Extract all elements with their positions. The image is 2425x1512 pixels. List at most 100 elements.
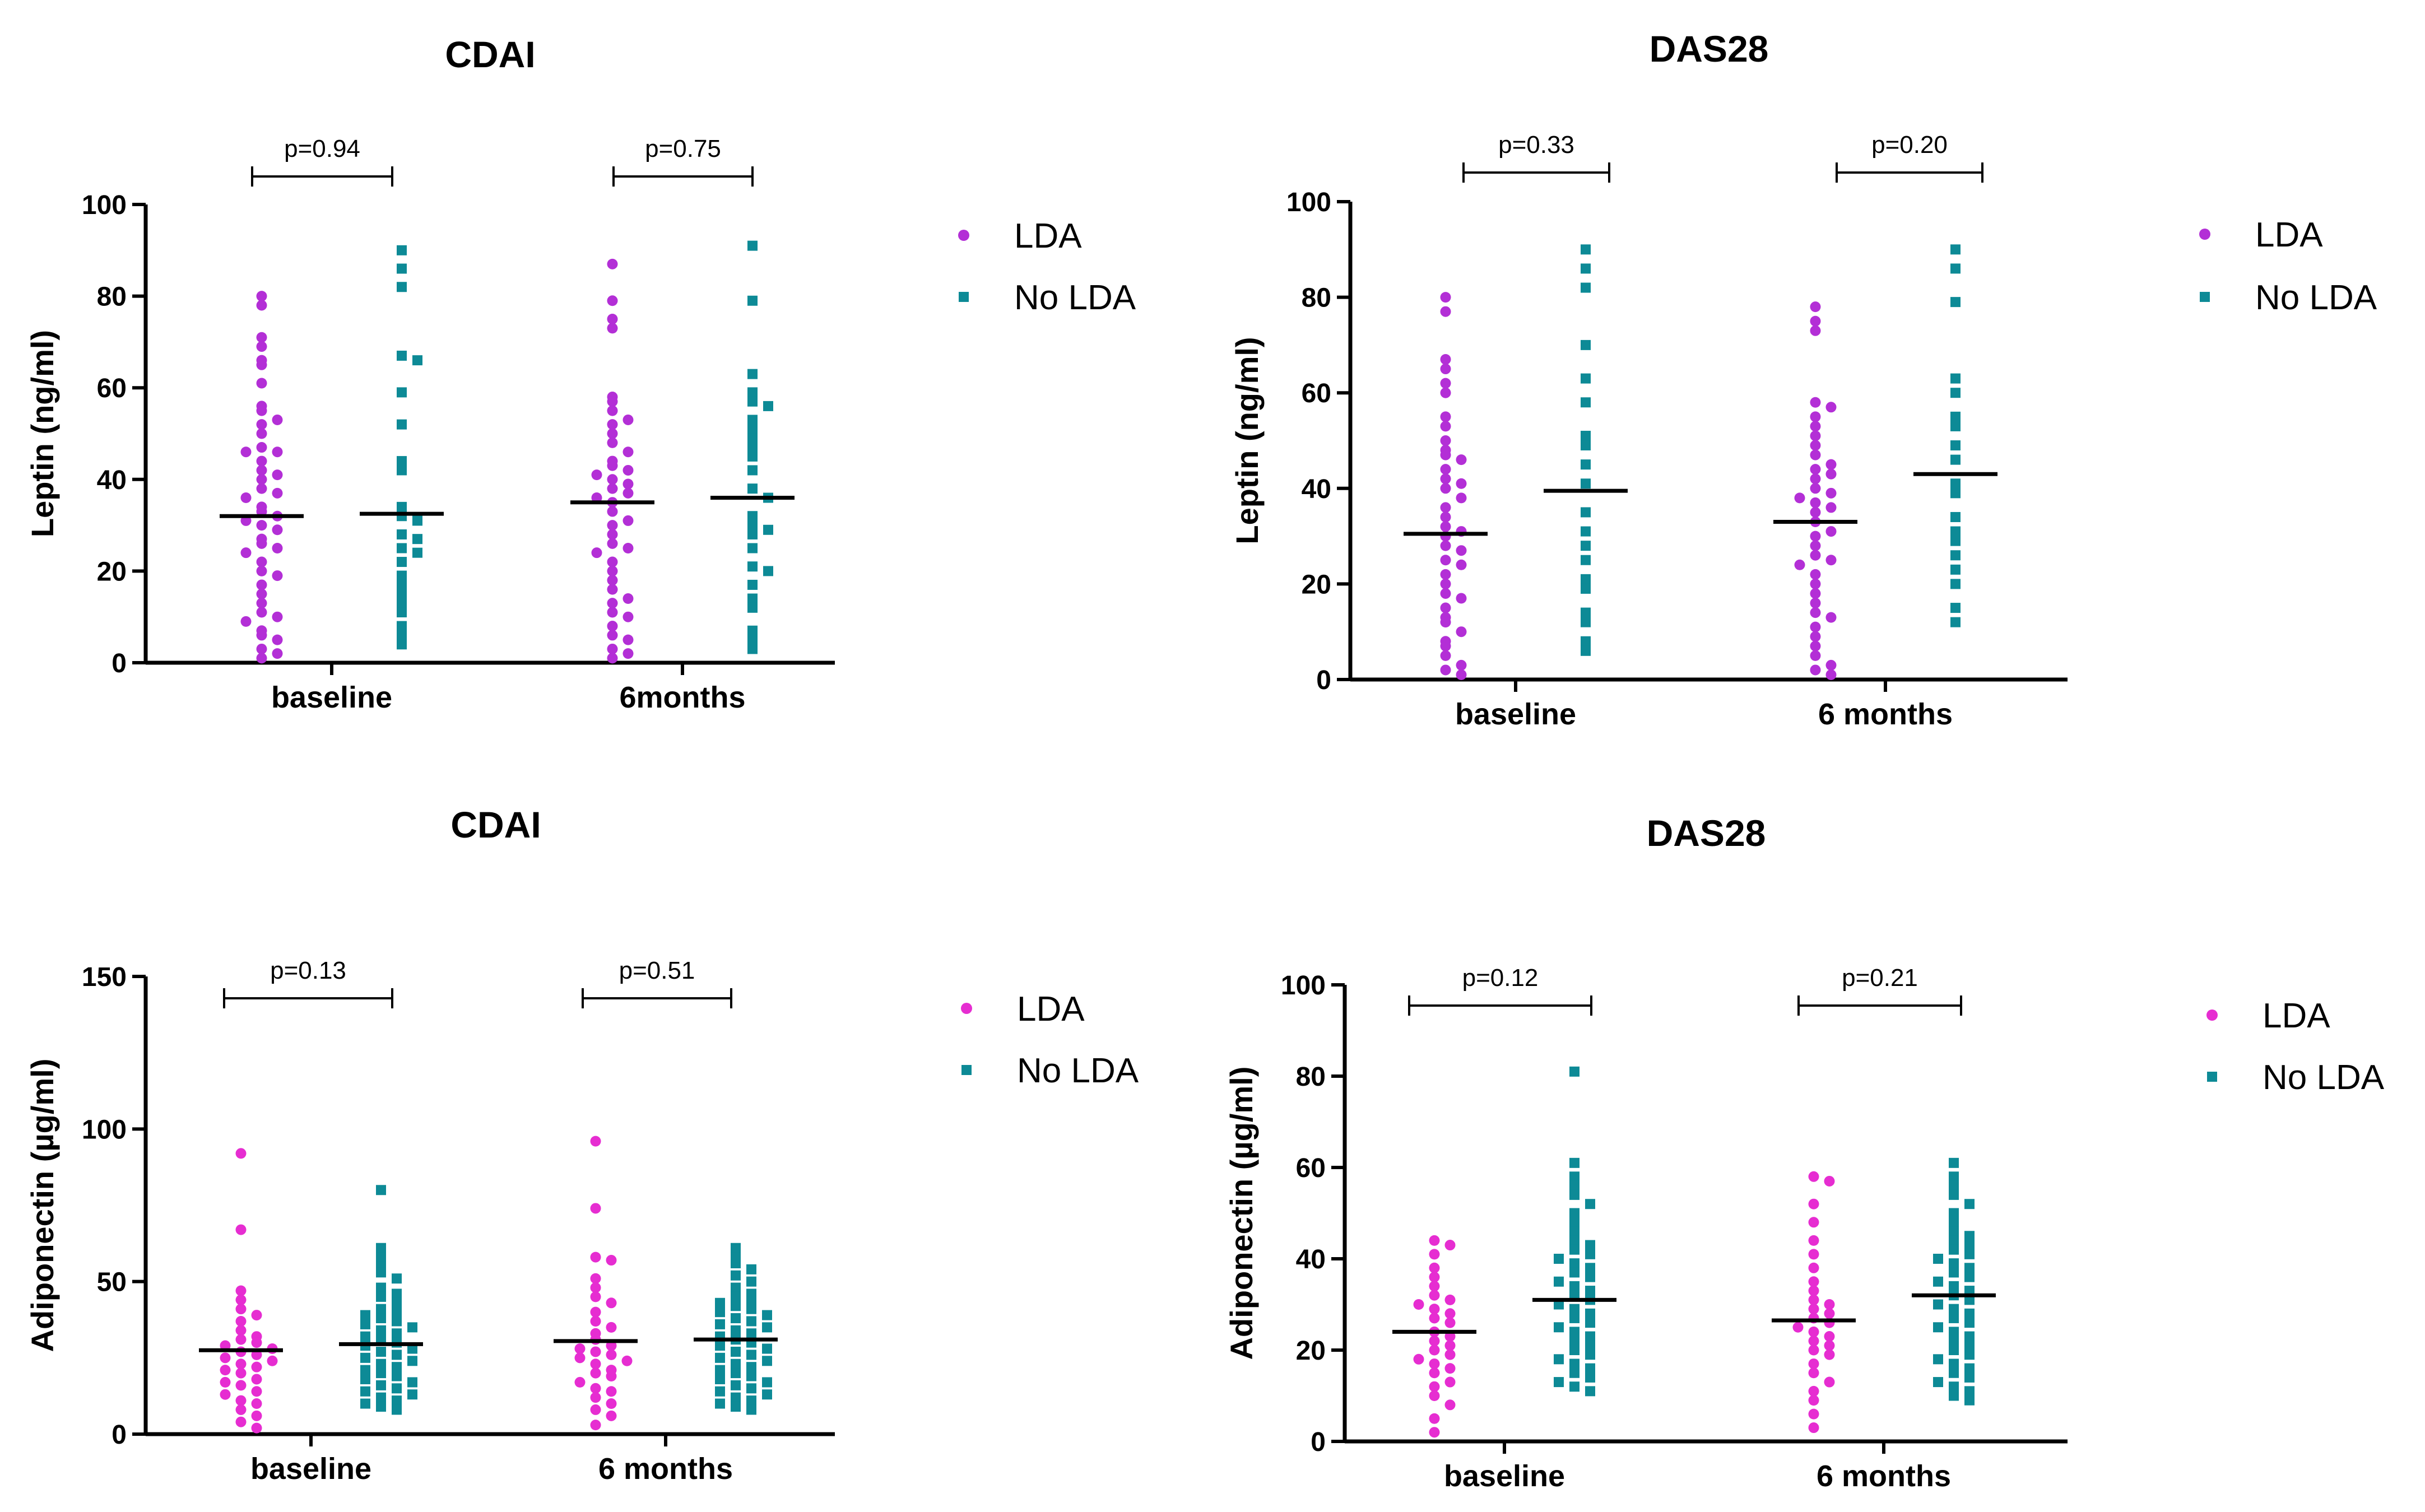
data-point-lda xyxy=(272,414,283,425)
data-point-no-lda xyxy=(747,442,758,453)
data-point-no-lda xyxy=(1581,526,1591,537)
data-point-lda xyxy=(574,1352,586,1364)
data-point-no-lda xyxy=(1554,1299,1564,1310)
data-point-no-lda xyxy=(407,1322,417,1333)
data-point-no-lda xyxy=(731,1401,741,1412)
data-point-no-lda xyxy=(376,1243,386,1253)
data-point-no-lda xyxy=(747,465,758,476)
data-point-lda xyxy=(1810,607,1821,618)
data-point-no-lda xyxy=(376,1267,386,1278)
data-point-lda xyxy=(240,547,252,559)
data-point-no-lda xyxy=(1949,1327,1959,1337)
data-point-no-lda xyxy=(747,593,758,604)
data-point-no-lda xyxy=(1569,1171,1579,1182)
data-point-no-lda xyxy=(397,570,407,581)
data-point-lda xyxy=(1440,292,1451,303)
data-point-lda xyxy=(1810,664,1821,676)
data-point-no-lda xyxy=(376,1291,386,1302)
p-value-label: p=0.12 xyxy=(1462,964,1539,992)
data-point-lda xyxy=(1810,640,1821,652)
data-point-no-lda xyxy=(1569,1226,1579,1237)
data-point-lda xyxy=(607,474,618,485)
data-point-lda xyxy=(590,1392,601,1403)
data-point-no-lda xyxy=(392,1288,402,1299)
data-point-no-lda xyxy=(1950,263,1961,274)
data-point-no-lda xyxy=(1581,440,1591,451)
data-point-lda xyxy=(574,1376,586,1388)
y-axis-title: Leptin (ng/ml) xyxy=(1229,337,1265,544)
data-point-lda xyxy=(235,1334,247,1345)
chart-title: DAS28 xyxy=(1650,28,1769,69)
data-point-no-lda xyxy=(747,520,758,531)
data-point-lda xyxy=(235,1148,247,1159)
data-point-no-lda xyxy=(1949,1267,1959,1278)
data-point-no-lda xyxy=(1949,1359,1959,1369)
data-point-lda xyxy=(235,1359,247,1370)
data-point-lda xyxy=(220,1365,231,1376)
y-tick-label: 100 xyxy=(82,1115,127,1145)
chart-panel-2: DAS28 0 20 40 60 80 100 Leptin (ng/ml) baseline 6… xyxy=(1229,28,2377,731)
legend-marker-no-lda xyxy=(961,1065,972,1075)
legend-label: LDA xyxy=(1014,217,1082,255)
data-point-no-lda xyxy=(397,465,407,476)
data-point-lda xyxy=(256,483,267,494)
data-point-no-lda xyxy=(747,295,758,306)
data-point-no-lda xyxy=(1581,373,1591,384)
data-point-lda xyxy=(235,1294,247,1305)
data-point-no-lda xyxy=(412,547,422,558)
data-point-lda xyxy=(256,565,267,576)
data-point-lda xyxy=(606,1349,617,1360)
data-point-no-lda xyxy=(762,1343,772,1354)
data-point-lda xyxy=(1808,1249,1819,1260)
data-point-no-lda xyxy=(731,1325,741,1336)
data-point-no-lda xyxy=(1585,1331,1595,1342)
data-point-lda xyxy=(256,455,267,467)
data-point-lda xyxy=(1444,1317,1456,1328)
data-point-lda xyxy=(1810,598,1821,609)
data-point-no-lda xyxy=(397,419,407,430)
data-point-lda xyxy=(1440,306,1451,317)
data-point-no-lda xyxy=(360,1398,370,1409)
data-point-lda xyxy=(256,579,267,590)
data-point-lda xyxy=(267,1355,278,1366)
data-point-no-lda xyxy=(392,1307,402,1318)
data-point-no-lda xyxy=(1950,373,1961,384)
y-tick-label: 80 xyxy=(97,282,127,312)
data-point-no-lda xyxy=(715,1398,725,1409)
y-tick-label: 0 xyxy=(112,1420,127,1450)
data-point-no-lda xyxy=(1554,1377,1564,1388)
y-tick-label: 60 xyxy=(1296,1153,1326,1183)
data-point-lda xyxy=(607,565,618,576)
data-point-lda xyxy=(1810,588,1821,599)
data-point-no-lda xyxy=(731,1282,741,1293)
data-point-lda xyxy=(1824,1340,1835,1351)
data-point-no-lda xyxy=(746,1295,756,1305)
data-point-lda xyxy=(235,1304,247,1315)
data-point-lda xyxy=(607,598,618,609)
data-point-no-lda xyxy=(762,1356,772,1366)
data-point-lda xyxy=(256,538,267,549)
data-point-no-lda xyxy=(715,1374,725,1384)
y-tick-label: 100 xyxy=(1286,188,1331,217)
data-point-no-lda xyxy=(1569,1244,1579,1255)
data-point-lda xyxy=(607,630,618,641)
data-point-no-lda xyxy=(360,1310,370,1320)
data-point-no-lda xyxy=(376,1392,386,1403)
data-point-no-lda xyxy=(397,639,407,650)
data-point-no-lda xyxy=(747,529,758,539)
data-point-lda xyxy=(256,378,267,389)
data-point-no-lda xyxy=(376,1313,386,1324)
data-point-no-lda xyxy=(392,1328,402,1339)
chart-title: DAS28 xyxy=(1647,812,1766,854)
legend-marker-no-lda xyxy=(2200,292,2210,302)
data-point-lda xyxy=(1808,1385,1819,1397)
data-point-no-lda xyxy=(1569,1304,1579,1314)
data-point-lda xyxy=(590,1306,601,1318)
data-point-no-lda xyxy=(1569,1345,1579,1355)
legend-label: No LDA xyxy=(1017,1052,1139,1090)
data-point-lda xyxy=(1810,483,1821,494)
data-point-lda xyxy=(1824,1376,1835,1388)
data-point-lda xyxy=(606,1410,617,1421)
y-tick-label: 60 xyxy=(1302,379,1331,408)
data-point-no-lda xyxy=(360,1319,370,1329)
